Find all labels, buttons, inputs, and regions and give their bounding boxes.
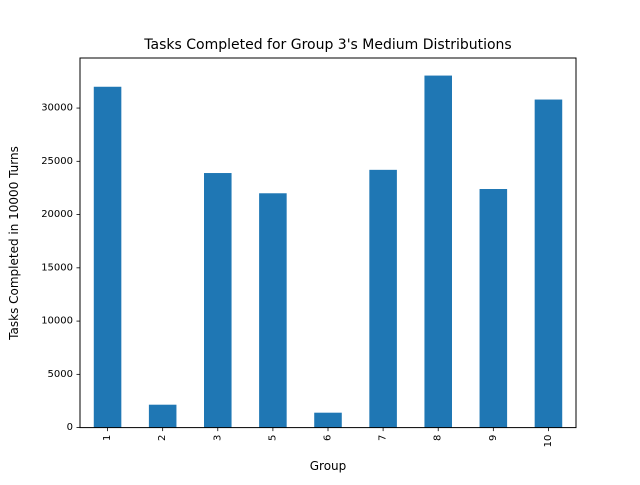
- x-tick-label: 5: [267, 435, 278, 441]
- y-tick-label: 0: [67, 422, 73, 433]
- x-tick-label: 9: [488, 435, 499, 441]
- bar-3: [204, 173, 232, 428]
- bars-layer: [93, 75, 563, 428]
- x-axis-ticks: 1 2 3 5 6 7 8 9 10: [102, 427, 554, 448]
- bar-9: [479, 189, 508, 428]
- bar-5: [259, 193, 287, 428]
- x-tick-label: 1: [102, 435, 113, 441]
- bar-1: [93, 86, 122, 428]
- y-tick-label: 15000: [41, 262, 73, 273]
- y-tick-label: 25000: [41, 156, 73, 167]
- bar-10: [534, 99, 563, 428]
- y-axis-label: Tasks Completed in 10000 Turns: [7, 146, 21, 341]
- x-tick-label: 7: [378, 435, 389, 441]
- x-tick-label: 2: [157, 435, 168, 441]
- x-tick-label: 8: [433, 435, 444, 441]
- x-tick-label: 3: [212, 435, 223, 441]
- x-tick-label: 10: [543, 435, 554, 448]
- bar-8: [424, 75, 452, 428]
- y-tick-label: 30000: [41, 103, 73, 114]
- x-tick-label: 6: [323, 435, 334, 441]
- bar-7: [369, 169, 397, 428]
- x-axis-label: Group: [310, 459, 347, 473]
- y-tick-label: 10000: [41, 316, 73, 327]
- y-tick-label: 20000: [41, 209, 73, 220]
- bar-6: [314, 412, 342, 428]
- plot-frame: [79, 57, 577, 429]
- y-tick-label: 5000: [48, 369, 73, 380]
- chart-title: Tasks Completed for Group 3's Medium Dis…: [143, 37, 511, 53]
- bar-2: [148, 404, 177, 428]
- y-axis-ticks: 0 5000 10000 15000 20000 25000 30000: [41, 103, 80, 433]
